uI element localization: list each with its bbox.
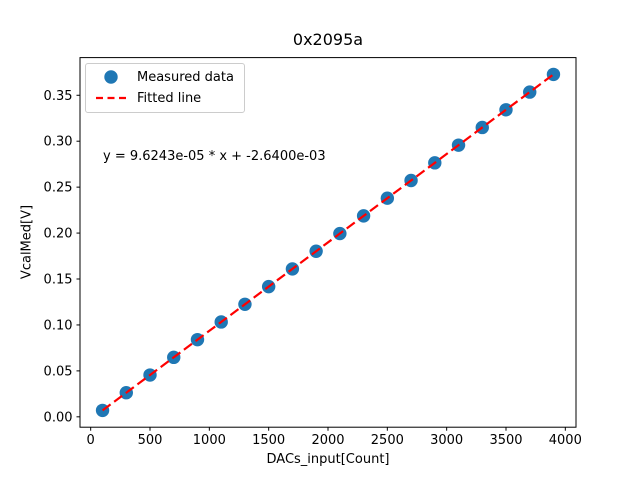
y-tick-label: 0.20 (44, 227, 73, 242)
legend-label: Fitted line (137, 90, 202, 106)
y-tick-label: 0.10 (44, 318, 73, 333)
legend: Measured data Fitted line (85, 63, 245, 113)
fitted-line (101, 73, 555, 412)
y-tick-label: 0.05 (44, 364, 73, 379)
legend-label: Measured data (137, 69, 234, 85)
scatter-marker-icon (94, 69, 128, 85)
x-tick-label: 1500 (252, 433, 285, 448)
x-tick-label: 1000 (193, 433, 226, 448)
y-tick-label: 0.35 (44, 89, 73, 104)
x-tick-label: 0 (87, 433, 95, 448)
y-tick-label: 0.30 (44, 135, 73, 150)
legend-entry-measured-data: Measured data (94, 69, 234, 85)
x-tick-label: 3000 (430, 433, 463, 448)
fit-equation-annotation: y = 9.6243e-05 * x + -2.6400e-03 (103, 149, 326, 164)
x-tick-label: 2500 (371, 433, 404, 448)
y-tick-label: 0.15 (44, 273, 73, 288)
y-tick-label: 0.00 (44, 410, 73, 425)
chart-title: 0x2095a (292, 30, 364, 49)
x-tick-label: 4000 (549, 433, 582, 448)
x-tick-label: 500 (138, 433, 163, 448)
dashed-line-icon (94, 90, 128, 106)
legend-entry-fitted-line: Fitted line (94, 90, 234, 106)
x-tick-label: 3500 (489, 433, 522, 448)
y-tick-label: 0.25 (44, 181, 73, 196)
x-axis-label: DACs_input[Count] (266, 452, 390, 467)
y-axis-label: VcalMed[V] (19, 204, 35, 280)
x-tick-label: 2000 (311, 433, 344, 448)
